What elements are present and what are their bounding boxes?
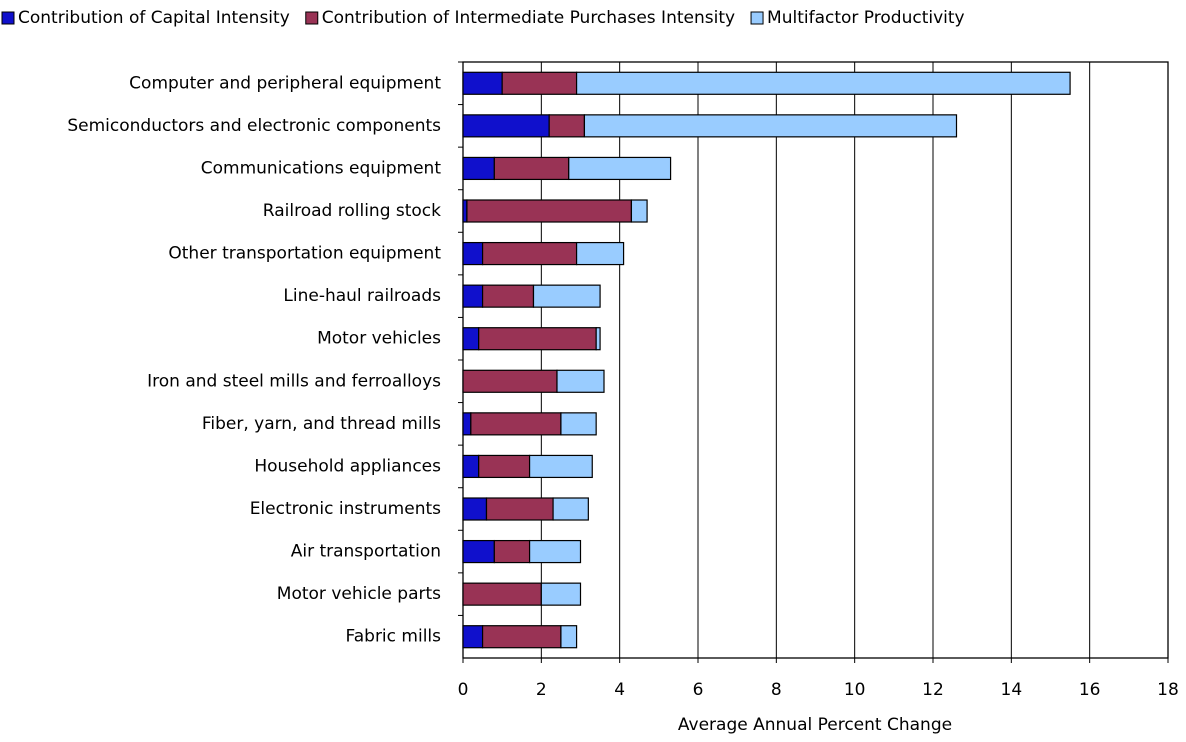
y-tick-label: Household appliances [254, 456, 441, 476]
x-tick-label: 18 [1157, 680, 1179, 700]
bar-segment [462, 241, 484, 266]
x-tick-label: 16 [1079, 680, 1101, 700]
bar-segment [630, 199, 648, 223]
y-tick-label: Semiconductors and electronic components [67, 116, 441, 136]
y-tick-label: Computer and peripheral equipment [129, 73, 441, 93]
y-tick-label: Other transportation equipment [168, 244, 441, 264]
bar-segment [462, 71, 503, 95]
bar-segment [481, 625, 562, 649]
bar-segment [568, 156, 672, 181]
legend-label: Multifactor Productivity [767, 8, 965, 28]
bar-segment [493, 539, 531, 564]
bar-segment [556, 369, 605, 393]
bar-segment [478, 454, 531, 479]
bar-segment [462, 327, 480, 351]
x-tick-label: 8 [771, 680, 782, 700]
x-axis-title: Average Annual Percent Change [678, 715, 952, 735]
legend-swatch [750, 11, 764, 25]
bar-segment [575, 241, 625, 266]
bar-segment [481, 284, 535, 308]
bar-segment [462, 497, 488, 521]
bar-segment [493, 156, 570, 181]
bar-segment [528, 454, 593, 479]
plot-border [462, 61, 1169, 659]
bar-segment [462, 539, 495, 564]
bar-segment [595, 327, 601, 351]
x-tick-label: 2 [536, 680, 547, 700]
legend-swatch [305, 11, 319, 25]
bar-segment [462, 454, 480, 479]
bar-segment [462, 369, 558, 393]
bar-segment [528, 539, 582, 564]
bar-segment [478, 327, 597, 351]
bar-segment [548, 114, 586, 138]
bar-segment [560, 625, 578, 649]
bar-segment [532, 284, 601, 308]
bar-segment [540, 582, 582, 606]
x-tick-label: 6 [693, 680, 704, 700]
x-tick-label: 0 [458, 680, 469, 700]
y-tick-label: Fabric mills [346, 627, 442, 647]
bar-segment [462, 625, 484, 649]
y-tick-label: Fiber, yarn, and thread mills [202, 414, 441, 434]
y-tick-label: Motor vehicles [317, 329, 441, 349]
bar-segment [462, 412, 472, 436]
bar-segment [560, 412, 597, 436]
y-tick-label: Air transportation [291, 542, 441, 562]
y-tick-label: Motor vehicle parts [277, 584, 441, 604]
y-tick-label: Communications equipment [201, 158, 442, 178]
x-tick-label: 10 [844, 680, 866, 700]
bar-segment [552, 497, 589, 521]
bar-segment [501, 71, 578, 95]
bar-segment [462, 156, 495, 181]
y-tick-label: Line-haul railroads [283, 286, 441, 306]
legend-label: Contribution of Capital Intensity [18, 8, 290, 28]
y-tick-label: Railroad rolling stock [263, 201, 441, 221]
bar-segment [462, 114, 550, 138]
bar-segment [485, 497, 554, 521]
bar-segment [466, 199, 633, 223]
bar-segment [481, 241, 578, 266]
bar-segment [470, 412, 562, 436]
legend-label: Contribution of Intermediate Purchases I… [322, 8, 735, 28]
x-tick-label: 14 [1001, 680, 1023, 700]
bar-segment [575, 71, 1071, 95]
x-tick-label: 4 [614, 680, 625, 700]
bar-segment [583, 114, 958, 138]
x-tick-label: 12 [922, 680, 944, 700]
bar-segment [462, 284, 484, 308]
legend-swatch [1, 11, 15, 25]
bar-segment [462, 582, 542, 606]
y-tick-label: Iron and steel mills and ferroalloys [147, 371, 441, 391]
y-tick-label: Electronic instruments [250, 499, 441, 519]
